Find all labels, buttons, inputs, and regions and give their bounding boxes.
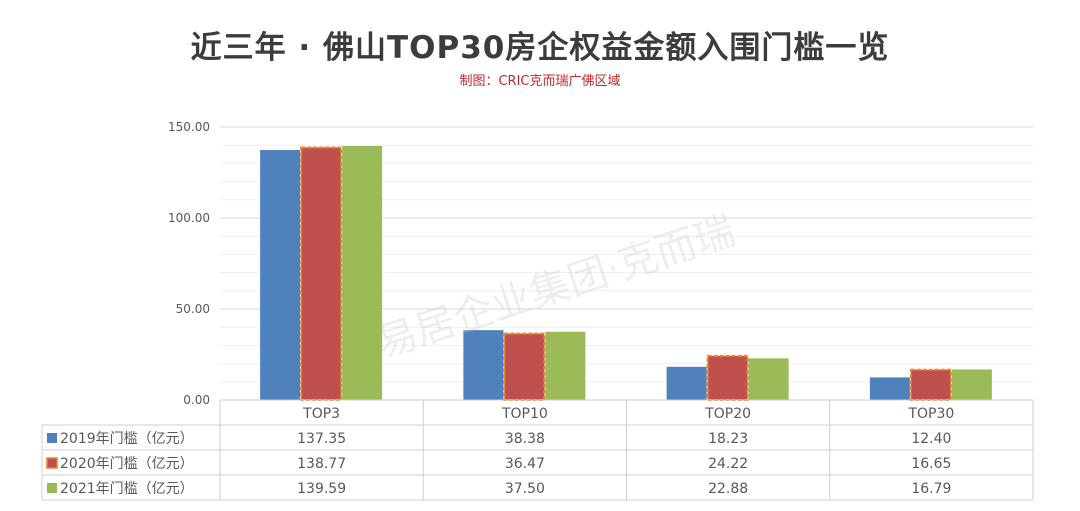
legend-label: 2020年门槛（亿元） — [60, 456, 194, 472]
bar — [748, 358, 789, 400]
category-label: TOP20 — [704, 406, 751, 422]
data-value-cell: 16.65 — [911, 456, 951, 472]
bar — [300, 146, 343, 401]
data-value-cell: 139.59 — [297, 481, 346, 497]
bar — [909, 368, 952, 401]
chart-title: 近三年 · 佛山TOP30房企权益金额入围门槛一览 — [190, 30, 890, 66]
legend-swatch — [47, 433, 57, 443]
data-value-cell: 36.47 — [505, 456, 545, 472]
data-value-cell: 24.22 — [708, 456, 748, 472]
bar — [666, 366, 707, 400]
data-value-cell: 137.35 — [297, 431, 346, 447]
bar — [545, 331, 586, 400]
bar — [869, 377, 910, 400]
y-tick-label: 150.00 — [168, 120, 210, 134]
bar — [342, 145, 383, 400]
data-value-cell: 38.38 — [505, 431, 545, 447]
data-value-cell: 12.40 — [911, 431, 951, 447]
data-value-cell: 16.79 — [911, 481, 951, 497]
bar — [463, 330, 504, 400]
data-value-cell: 138.77 — [297, 456, 346, 472]
bar — [951, 369, 992, 400]
bar — [503, 332, 546, 401]
category-label: TOP10 — [501, 406, 548, 422]
legend-label: 2019年门槛（亿元） — [60, 431, 194, 447]
y-tick-label: 100.00 — [168, 211, 210, 225]
category-label: TOP3 — [302, 406, 340, 422]
legend-swatch — [46, 457, 58, 469]
y-tick-label: 50.00 — [176, 302, 210, 316]
chart-subtitle: 制图：CRIC克而瑞广佛区域 — [459, 74, 621, 89]
y-tick-label: 0.00 — [183, 393, 210, 407]
category-label: TOP30 — [907, 406, 954, 422]
data-value-cell: 18.23 — [708, 431, 748, 447]
bar — [706, 354, 749, 401]
data-value-cell: 37.50 — [505, 481, 545, 497]
legend-label: 2021年门槛（亿元） — [60, 481, 194, 497]
legend-swatch — [47, 483, 57, 493]
bar — [260, 150, 301, 400]
data-value-cell: 22.88 — [708, 481, 748, 497]
